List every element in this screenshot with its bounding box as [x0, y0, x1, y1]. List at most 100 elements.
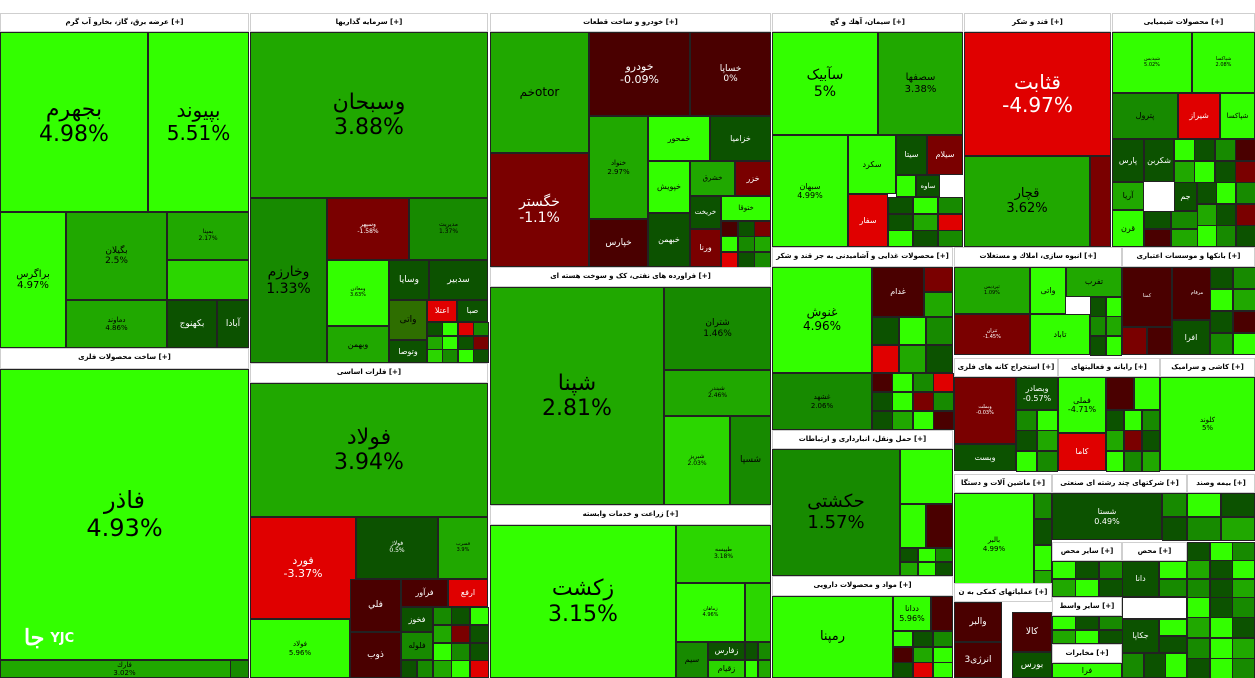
minor-stock-tile[interactable]: [1147, 327, 1172, 355]
minor-stock-tile[interactable]: [754, 236, 771, 252]
stock-tile[interactable]: غدام: [872, 267, 924, 317]
minor-stock-tile[interactable]: [913, 392, 934, 411]
minor-stock-tile[interactable]: [892, 411, 913, 430]
stock-tile[interactable]: فلي: [350, 579, 401, 632]
stock-tile[interactable]: آبادا: [217, 300, 249, 348]
minor-stock-tile[interactable]: [1171, 211, 1198, 229]
stock-tile[interactable]: فملی -4.71%: [1058, 377, 1106, 433]
minor-stock-tile[interactable]: [1090, 316, 1106, 336]
minor-stock-tile[interactable]: [918, 548, 936, 562]
stock-tile[interactable]: ثتران -1.45%: [954, 314, 1030, 355]
minor-stock-tile[interactable]: [899, 317, 926, 345]
minor-stock-tile[interactable]: [1235, 139, 1255, 161]
minor-stock-tile[interactable]: [470, 607, 489, 625]
stock-tile[interactable]: وبصادر -0.57%: [1016, 377, 1058, 410]
minor-stock-tile[interactable]: [1090, 336, 1106, 356]
sector-header[interactable]: [+] استخراج کانه های فلزی: [954, 358, 1058, 377]
minor-stock-tile[interactable]: [1106, 451, 1124, 472]
minor-stock-tile[interactable]: [1124, 430, 1142, 451]
minor-stock-tile[interactable]: [401, 660, 417, 678]
minor-stock-tile[interactable]: [938, 197, 963, 214]
minor-stock-tile[interactable]: [1210, 333, 1233, 355]
minor-stock-tile[interactable]: [1124, 451, 1142, 472]
minor-stock-tile[interactable]: [1134, 377, 1160, 410]
minor-stock-tile[interactable]: [926, 345, 953, 373]
sector-header[interactable]: [+] زراعت و خدمات وابسته: [490, 505, 771, 525]
sector-header[interactable]: [+] عرضه برق، گاز، بخارو آب گرم: [0, 13, 249, 32]
minor-stock-tile[interactable]: [913, 662, 933, 678]
minor-stock-tile[interactable]: [1142, 451, 1160, 472]
stock-tile[interactable]: سیتا: [896, 135, 927, 175]
minor-stock-tile[interactable]: [1099, 630, 1123, 644]
minor-stock-tile[interactable]: [1165, 653, 1187, 678]
stock-tile[interactable]: پارس: [1112, 139, 1144, 182]
stock-tile[interactable]: شسپا: [730, 416, 771, 505]
minor-stock-tile[interactable]: [913, 373, 934, 392]
stock-tile[interactable]: پترول: [1112, 93, 1178, 139]
minor-stock-tile[interactable]: [1144, 229, 1171, 247]
minor-stock-tile[interactable]: [1187, 579, 1210, 598]
minor-stock-tile[interactable]: [442, 322, 458, 336]
minor-stock-tile[interactable]: [1215, 139, 1236, 161]
minor-stock-tile[interactable]: [745, 583, 771, 642]
stock-tile[interactable]: فرآور: [401, 579, 448, 607]
minor-stock-tile[interactable]: [899, 345, 926, 373]
minor-stock-tile[interactable]: [1016, 410, 1037, 431]
minor-stock-tile[interactable]: [888, 197, 913, 214]
stock-tile[interactable]: تفرب: [1066, 267, 1122, 297]
minor-stock-tile[interactable]: [1187, 617, 1210, 638]
minor-stock-tile[interactable]: [458, 336, 474, 350]
minor-stock-tile[interactable]: [1210, 289, 1233, 311]
stock-tile[interactable]: فولاژ 0.5%: [356, 517, 438, 579]
stock-tile[interactable]: فورد -3.37%: [250, 517, 356, 619]
stock-tile[interactable]: شپاکسا 2.08%: [1192, 32, 1255, 93]
sector-header[interactable]: [+] محص: [1122, 542, 1187, 561]
stock-tile[interactable]: بجهرم 4.98%: [0, 32, 148, 212]
minor-stock-tile[interactable]: [427, 322, 443, 336]
minor-stock-tile[interactable]: [442, 349, 458, 363]
stock-tile[interactable]: ددانا 5.96%: [893, 596, 931, 631]
stock-tile[interactable]: قچار 3.62%: [964, 156, 1090, 247]
minor-stock-tile[interactable]: [1197, 182, 1217, 204]
minor-stock-tile[interactable]: [1099, 561, 1123, 579]
minor-stock-tile[interactable]: [1187, 638, 1210, 659]
minor-stock-tile[interactable]: [451, 660, 470, 678]
minor-stock-tile[interactable]: [888, 230, 913, 247]
minor-stock-tile[interactable]: [933, 373, 954, 392]
stock-tile[interactable]: غشهد 2.06%: [772, 373, 872, 430]
minor-stock-tile[interactable]: [1216, 204, 1236, 226]
stock-tile[interactable]: ارفع: [448, 579, 488, 607]
sector-header[interactable]: [+] مواد و محصولات دارویی: [772, 576, 953, 596]
minor-stock-tile[interactable]: [926, 317, 953, 345]
minor-stock-tile[interactable]: [893, 631, 913, 647]
stock-tile[interactable]: سدبیر: [429, 260, 488, 300]
stock-tile[interactable]: صبا: [457, 300, 488, 322]
stock-tile[interactable]: زفارس: [708, 642, 745, 660]
minor-stock-tile[interactable]: [433, 660, 452, 678]
minor-stock-tile[interactable]: [451, 607, 470, 625]
minor-stock-tile[interactable]: [1232, 617, 1255, 638]
minor-stock-tile[interactable]: [1144, 653, 1166, 678]
stock-tile[interactable]: ذوب: [350, 632, 401, 678]
minor-stock-tile[interactable]: [1162, 493, 1187, 517]
minor-stock-tile[interactable]: [938, 230, 963, 247]
sector-header[interactable]: [+] سایر محص: [1052, 542, 1122, 561]
minor-stock-tile[interactable]: [1210, 542, 1233, 561]
stock-tile[interactable]: شیراز: [1178, 93, 1220, 139]
stock-tile[interactable]: رمپنا: [772, 596, 893, 678]
stock-tile[interactable]: سکرد: [848, 135, 896, 194]
minor-stock-tile[interactable]: [1052, 579, 1076, 597]
stock-tile[interactable]: افرا: [1172, 320, 1210, 355]
stock-tile[interactable]: کاما: [1058, 433, 1106, 471]
minor-stock-tile[interactable]: [1233, 267, 1255, 289]
stock-tile[interactable]: سبهان 4.99%: [772, 135, 848, 247]
minor-stock-tile[interactable]: [1232, 597, 1255, 618]
minor-stock-tile[interactable]: [1187, 597, 1210, 618]
minor-stock-tile[interactable]: [473, 322, 489, 336]
sector-header[interactable]: [+] ساخت محصولات فلزی: [0, 348, 249, 369]
stock-tile[interactable]: ورنا: [690, 229, 721, 267]
minor-stock-tile[interactable]: [913, 411, 934, 430]
minor-stock-tile[interactable]: [1122, 327, 1147, 355]
minor-stock-tile[interactable]: [1236, 225, 1255, 247]
minor-stock-tile[interactable]: [1037, 410, 1058, 431]
